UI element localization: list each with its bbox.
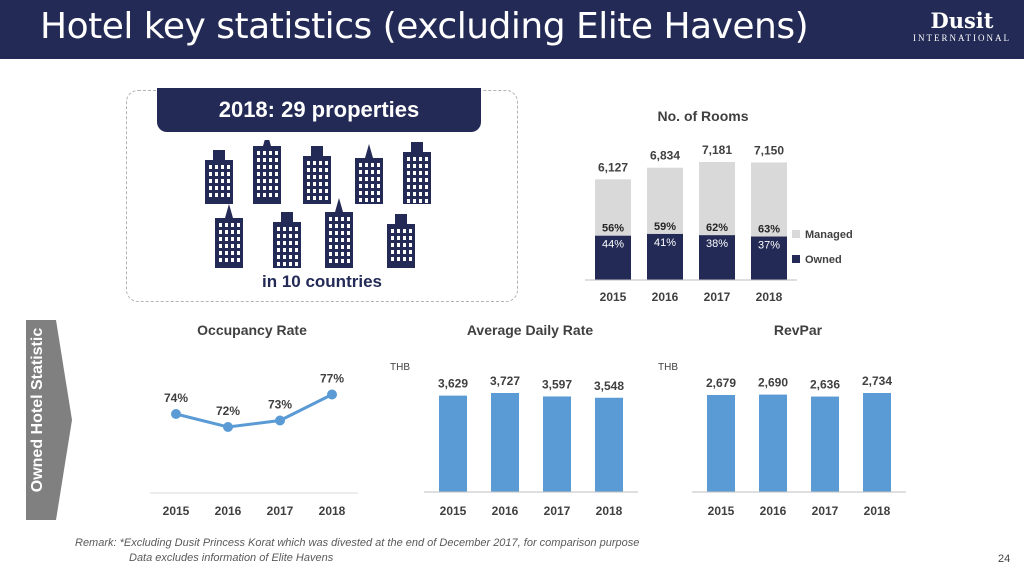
rooms-bar-owned	[595, 235, 631, 280]
adr-x-tick: 2018	[596, 504, 623, 518]
building-icon	[253, 140, 281, 204]
revpar-bar	[707, 394, 735, 492]
rooms-managed-share: 63%	[758, 224, 780, 236]
revpar-bar	[759, 394, 787, 492]
occupancy-x-tick: 2018	[319, 504, 346, 518]
building-icon	[403, 142, 431, 204]
revpar-x-tick: 2017	[812, 504, 839, 518]
occupancy-point	[275, 415, 285, 426]
revpar-bar	[811, 396, 839, 492]
company-logo: Dusit INTERNATIONAL	[912, 10, 1012, 52]
building-icon	[215, 204, 243, 268]
rooms-x-tick: 2015	[600, 290, 627, 304]
remark-line-2: Data excludes information of Elite Haven…	[129, 552, 334, 564]
rooms-x-tick: 2016	[652, 290, 679, 304]
rooms-bar-owned	[751, 236, 787, 280]
logo-subtitle: INTERNATIONAL	[913, 33, 1011, 43]
rooms-bar-managed	[699, 162, 735, 236]
rooms-total-label: 7,150	[754, 144, 784, 158]
adr-bar	[439, 395, 467, 492]
rooms-total-label: 6,834	[650, 149, 680, 163]
adr-data-label: 3,548	[594, 379, 624, 393]
occupancy-data-label: 74%	[164, 391, 188, 405]
rooms-bar-owned	[647, 233, 683, 280]
occupancy-x-tick: 2017	[267, 504, 294, 518]
building-icon	[205, 150, 233, 204]
adr-chart: Average Daily Rate 3,629 2015 3,727 2016 3,59…	[424, 322, 638, 518]
occupancy-chart: Occupancy Rate 74% 2015 72% 2016 73% 2017 77% 20…	[150, 322, 358, 518]
occupancy-point	[223, 422, 233, 432]
legend-owned-swatch	[792, 255, 800, 263]
adr-bar	[491, 393, 519, 492]
rooms-total-label: 7,181	[702, 143, 732, 157]
building-icon	[273, 212, 301, 268]
logo-word: Dusit	[930, 8, 994, 33]
revpar-data-label: 2,734	[862, 374, 892, 388]
rooms-total-label: 6,127	[598, 160, 628, 174]
adr-chart-title: Average Daily Rate	[467, 322, 594, 338]
building-icon	[387, 214, 415, 268]
legend-owned-label: Owned	[805, 254, 842, 266]
revpar-x-tick: 2018	[864, 504, 891, 518]
revpar-data-label: 2,690	[758, 376, 788, 390]
rooms-managed-share: 62%	[706, 222, 728, 234]
adr-x-tick: 2016	[492, 504, 519, 518]
building-icon	[355, 144, 383, 204]
adr-x-tick: 2015	[440, 504, 467, 518]
properties-headline: 2018: 29 properties	[157, 88, 481, 132]
adr-data-label: 3,597	[542, 377, 572, 391]
rooms-owned-share: 38%	[706, 238, 728, 250]
legend-managed-swatch	[792, 230, 800, 238]
rooms-x-tick: 2018	[756, 290, 783, 304]
revpar-unit: THB	[658, 362, 678, 373]
revpar-x-tick: 2015	[708, 504, 735, 518]
rooms-x-tick: 2017	[704, 290, 731, 304]
rooms-managed-share: 59%	[654, 221, 676, 233]
revpar-chart-title: RevPar	[774, 322, 823, 338]
adr-bar	[595, 397, 623, 492]
rooms-managed-share: 56%	[602, 223, 624, 235]
adr-unit: THB	[390, 362, 410, 373]
revpar-x-tick: 2016	[760, 504, 787, 518]
occupancy-chart-title: Occupancy Rate	[197, 322, 307, 338]
building-icon	[303, 146, 331, 204]
occupancy-data-label: 72%	[216, 404, 240, 418]
revpar-chart: RevPar 2,679 2015 2,690 2016 2,636 2017 2,734 20…	[692, 322, 906, 518]
adr-data-label: 3,629	[438, 377, 468, 391]
revpar-data-label: 2,636	[810, 378, 840, 392]
countries-label: in 10 countries	[262, 272, 382, 291]
occupancy-line	[175, 393, 333, 429]
owned-hotel-statistic-label: Owned Hotel Statistic	[29, 327, 46, 493]
revpar-bar	[863, 393, 891, 492]
occupancy-x-tick: 2015	[163, 504, 190, 518]
rooms-chart-title: No. of Rooms	[658, 108, 749, 124]
occupancy-x-tick: 2016	[215, 504, 242, 518]
occupancy-data-label: 73%	[268, 398, 292, 412]
rooms-chart: No. of Rooms 6,127 56% 44% 2015 6,834 59% 41% 20…	[585, 108, 853, 304]
occupancy-point	[171, 409, 181, 419]
rooms-bar-managed	[751, 162, 787, 237]
adr-data-label: 3,727	[490, 374, 520, 388]
rooms-bar-managed	[595, 179, 631, 236]
remark-line-1: Remark: *Excluding Dusit Princess Korat …	[75, 537, 640, 549]
rooms-owned-share: 37%	[758, 240, 780, 252]
buildings-illustration	[205, 140, 431, 268]
occupancy-point	[327, 389, 337, 400]
adr-x-tick: 2017	[544, 504, 571, 518]
page-number: 24	[998, 553, 1011, 565]
header-bar: Hotel key statistics (excluding Elite Ha…	[0, 0, 1024, 59]
rooms-bar-owned	[699, 235, 735, 280]
rooms-bar-managed	[647, 167, 683, 234]
rooms-owned-share: 44%	[602, 239, 624, 251]
section-arrow	[26, 320, 72, 520]
revpar-data-label: 2,679	[706, 376, 736, 390]
building-icon	[325, 198, 353, 268]
rooms-owned-share: 41%	[654, 237, 676, 249]
occupancy-data-label: 77%	[320, 372, 344, 386]
adr-bar	[543, 396, 571, 492]
legend-managed-label: Managed	[805, 229, 853, 241]
page-title: Hotel key statistics (excluding Elite Ha…	[40, 6, 809, 47]
